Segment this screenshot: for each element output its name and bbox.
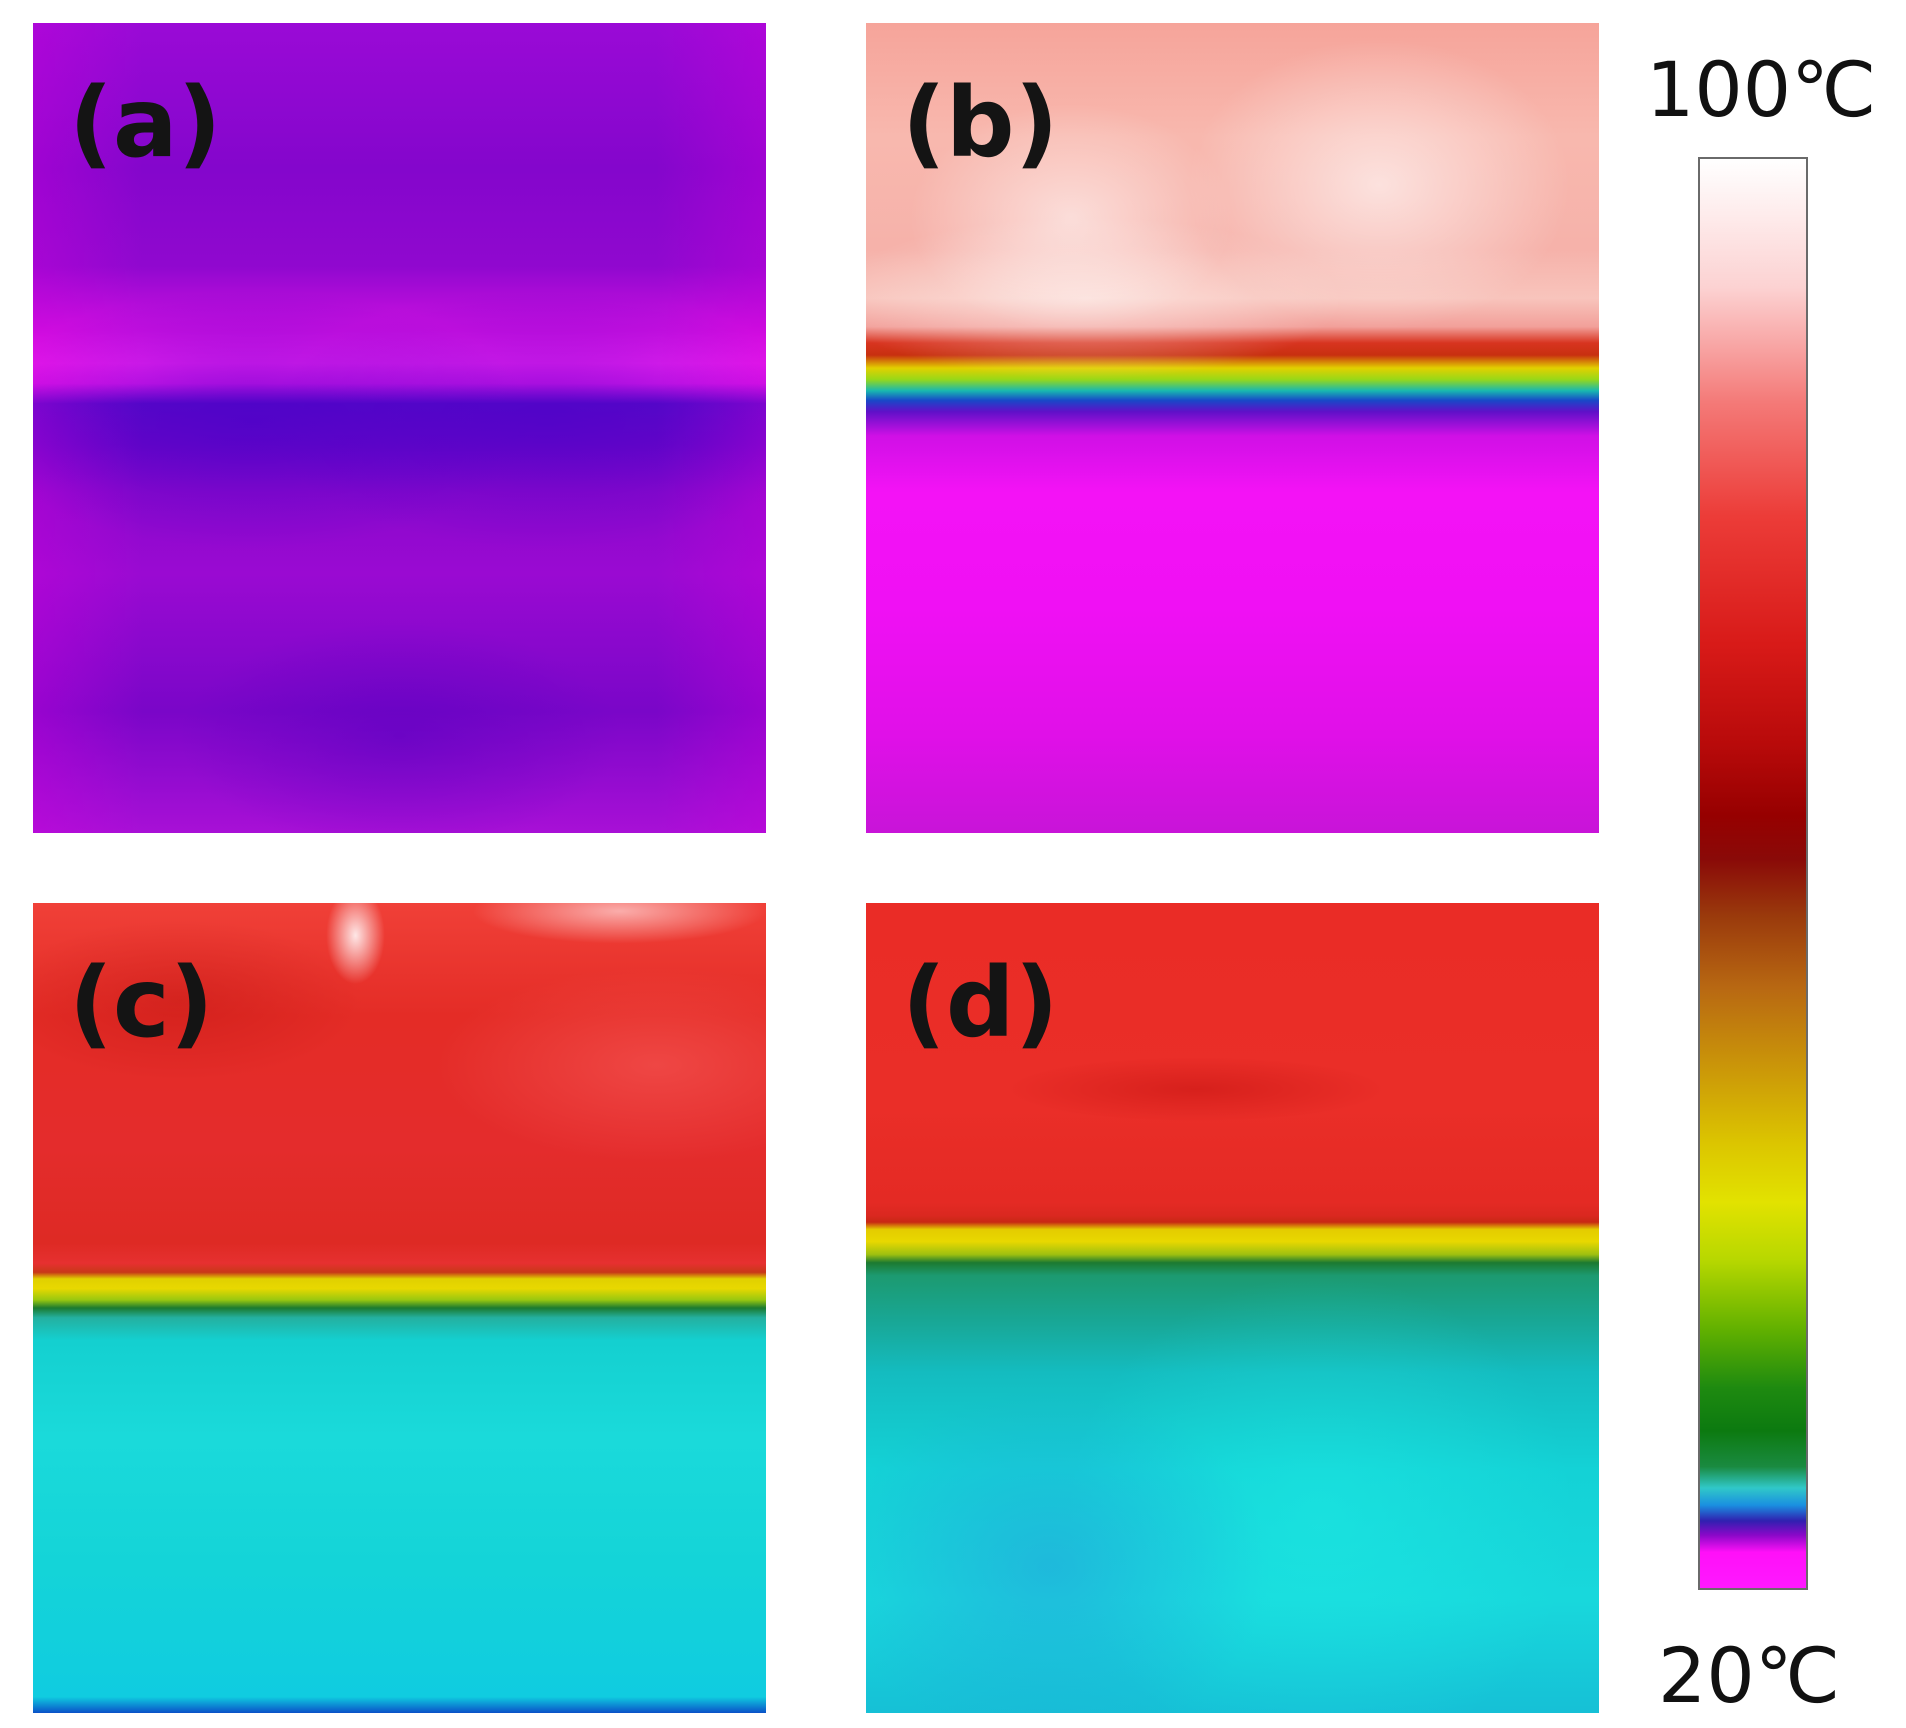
panel-label-b: (b) [902, 67, 1059, 179]
thermal-panel-b: (b) [866, 23, 1599, 833]
thermal-panel-d: (d) [866, 903, 1599, 1713]
panel-label-d: (d) [902, 947, 1059, 1059]
thermal-panel-a: (a) [33, 23, 766, 833]
thermal-panel-c: (c) [33, 903, 766, 1713]
colorbar-min-label: 20℃ [1658, 1631, 1841, 1720]
panel-label-a: (a) [69, 67, 222, 179]
colorbar-max-label: 100℃ [1646, 45, 1877, 134]
panel-label-c: (c) [69, 947, 214, 1059]
temperature-colorbar [1698, 157, 1808, 1590]
